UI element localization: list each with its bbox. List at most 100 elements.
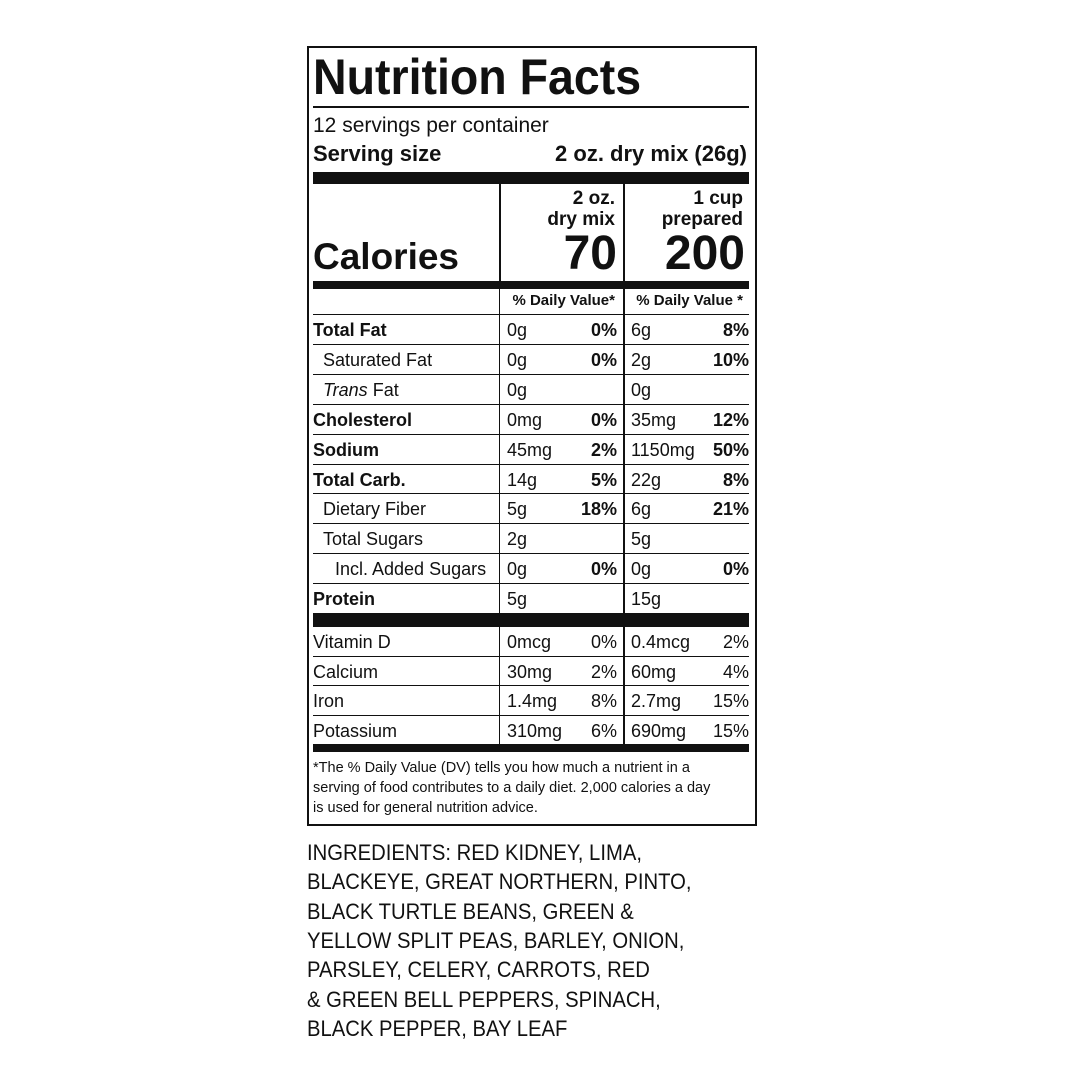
rule bbox=[313, 553, 749, 555]
daily-value: 6% bbox=[590, 720, 617, 741]
rule bbox=[313, 744, 749, 752]
rule bbox=[313, 463, 749, 465]
daily-value: 5% bbox=[590, 469, 617, 490]
amount: 14g bbox=[507, 469, 538, 490]
daily-value: 2% bbox=[590, 439, 617, 460]
daily-value: 0% bbox=[590, 320, 617, 340]
daily-value: 8% bbox=[722, 469, 749, 490]
rule bbox=[313, 314, 749, 315]
amount: 6g bbox=[631, 499, 652, 520]
ingredients-line: YELLOW SPLIT PEAS, BARLEY, ONION, bbox=[307, 927, 685, 953]
ingredients-line: & GREEN BELL PEPPERS, SPINACH, bbox=[307, 986, 661, 1012]
column-line-2: prepared bbox=[661, 209, 743, 230]
daily-value: 8% bbox=[722, 320, 749, 340]
amount: 60mg bbox=[631, 661, 677, 682]
rule bbox=[623, 373, 625, 404]
rule bbox=[499, 184, 501, 281]
daily-value: 50% bbox=[712, 439, 749, 460]
rule bbox=[623, 184, 625, 281]
ingredients-line: INGREDIENTS: RED KIDNEY, LIMA, bbox=[307, 840, 642, 865]
amount: 35mg bbox=[631, 409, 677, 430]
amount: 0.4mcg bbox=[631, 632, 691, 652]
rule bbox=[623, 403, 625, 434]
rule bbox=[313, 373, 749, 375]
rule bbox=[499, 685, 500, 716]
daily-value: 0% bbox=[590, 349, 617, 370]
rule bbox=[623, 583, 625, 614]
rule bbox=[313, 626, 749, 627]
amount: 30mg bbox=[507, 661, 553, 682]
serving-size-label: Serving size bbox=[313, 141, 442, 166]
nutrient-name: Dietary Fiber bbox=[323, 499, 427, 520]
column-line-1: 1 cup bbox=[693, 188, 743, 209]
daily-value: 15% bbox=[712, 720, 749, 741]
rule bbox=[499, 714, 500, 745]
daily-value: 2% bbox=[722, 632, 749, 652]
rule bbox=[623, 493, 625, 524]
rule bbox=[313, 714, 749, 716]
amount: 1150mg bbox=[631, 439, 695, 460]
rule bbox=[499, 553, 500, 584]
rule bbox=[623, 553, 625, 584]
rule bbox=[499, 433, 500, 464]
dv-header: % Daily Value * bbox=[636, 292, 743, 309]
rule bbox=[499, 655, 500, 686]
daily-value: 4% bbox=[722, 661, 749, 682]
rule bbox=[623, 343, 625, 374]
daily-value: 0% bbox=[590, 632, 617, 652]
daily-value: 0% bbox=[590, 409, 617, 430]
amount: 15g bbox=[631, 589, 662, 610]
amount: 0mcg bbox=[507, 632, 552, 652]
amount: 690mg bbox=[631, 720, 687, 741]
footnote-line: is used for general nutrition advice. bbox=[313, 800, 538, 816]
ingredients-line: BLACKEYE, GREAT NORTHERN, PINTO, bbox=[307, 869, 692, 895]
nutrient-name: Total Fat bbox=[313, 320, 387, 340]
column-line-2: dry mix bbox=[547, 209, 615, 230]
rule bbox=[499, 493, 500, 524]
rule bbox=[623, 714, 625, 745]
amount: 2g bbox=[507, 529, 528, 550]
nutrient-name: Trans Fat bbox=[323, 381, 399, 399]
rule bbox=[499, 463, 500, 494]
daily-value: 8% bbox=[590, 691, 617, 712]
nutrient-name: Saturated Fat bbox=[323, 349, 433, 370]
rule bbox=[499, 289, 500, 314]
rule bbox=[499, 373, 500, 404]
rule bbox=[313, 685, 749, 687]
amount: 0mg bbox=[507, 409, 543, 430]
rule bbox=[313, 613, 749, 626]
nutrient-name: Incl. Added Sugars bbox=[335, 559, 487, 580]
nutrient-name-rest: Fat bbox=[372, 379, 399, 400]
nutrition-label bbox=[307, 46, 757, 826]
column-line-1: 2 oz. bbox=[572, 188, 615, 209]
nutrient-name-italic: Trans bbox=[323, 379, 368, 400]
amount: 310mg bbox=[507, 720, 563, 741]
rule bbox=[313, 343, 749, 345]
nutrient-name: Protein bbox=[313, 589, 376, 610]
rule bbox=[313, 523, 749, 525]
amount: 0g bbox=[507, 349, 528, 370]
amount: 5g bbox=[631, 529, 652, 550]
amount: 0g bbox=[631, 379, 652, 400]
nutrient-name: Cholesterol bbox=[313, 409, 413, 430]
daily-value: 0% bbox=[590, 559, 617, 580]
daily-value: 10% bbox=[712, 349, 749, 370]
amount: 0g bbox=[507, 320, 528, 340]
rule bbox=[499, 626, 500, 656]
rule bbox=[499, 583, 500, 614]
daily-value: 18% bbox=[580, 499, 617, 520]
amount: 1.4mg bbox=[507, 691, 558, 712]
ingredients-line: BLACK PEPPER, BAY LEAF bbox=[307, 1015, 568, 1041]
nutrient-name: Potassium bbox=[313, 720, 398, 741]
calories-value: 200 bbox=[664, 227, 745, 280]
rule bbox=[623, 655, 625, 686]
footnote-line: *The % Daily Value (DV) tells you how mu… bbox=[313, 760, 690, 776]
rule bbox=[313, 403, 749, 405]
nutrient-name: Sodium bbox=[313, 439, 379, 460]
daily-value: 2% bbox=[590, 661, 617, 682]
rule bbox=[623, 289, 625, 314]
rule bbox=[623, 433, 625, 464]
amount: 5g bbox=[507, 499, 528, 520]
